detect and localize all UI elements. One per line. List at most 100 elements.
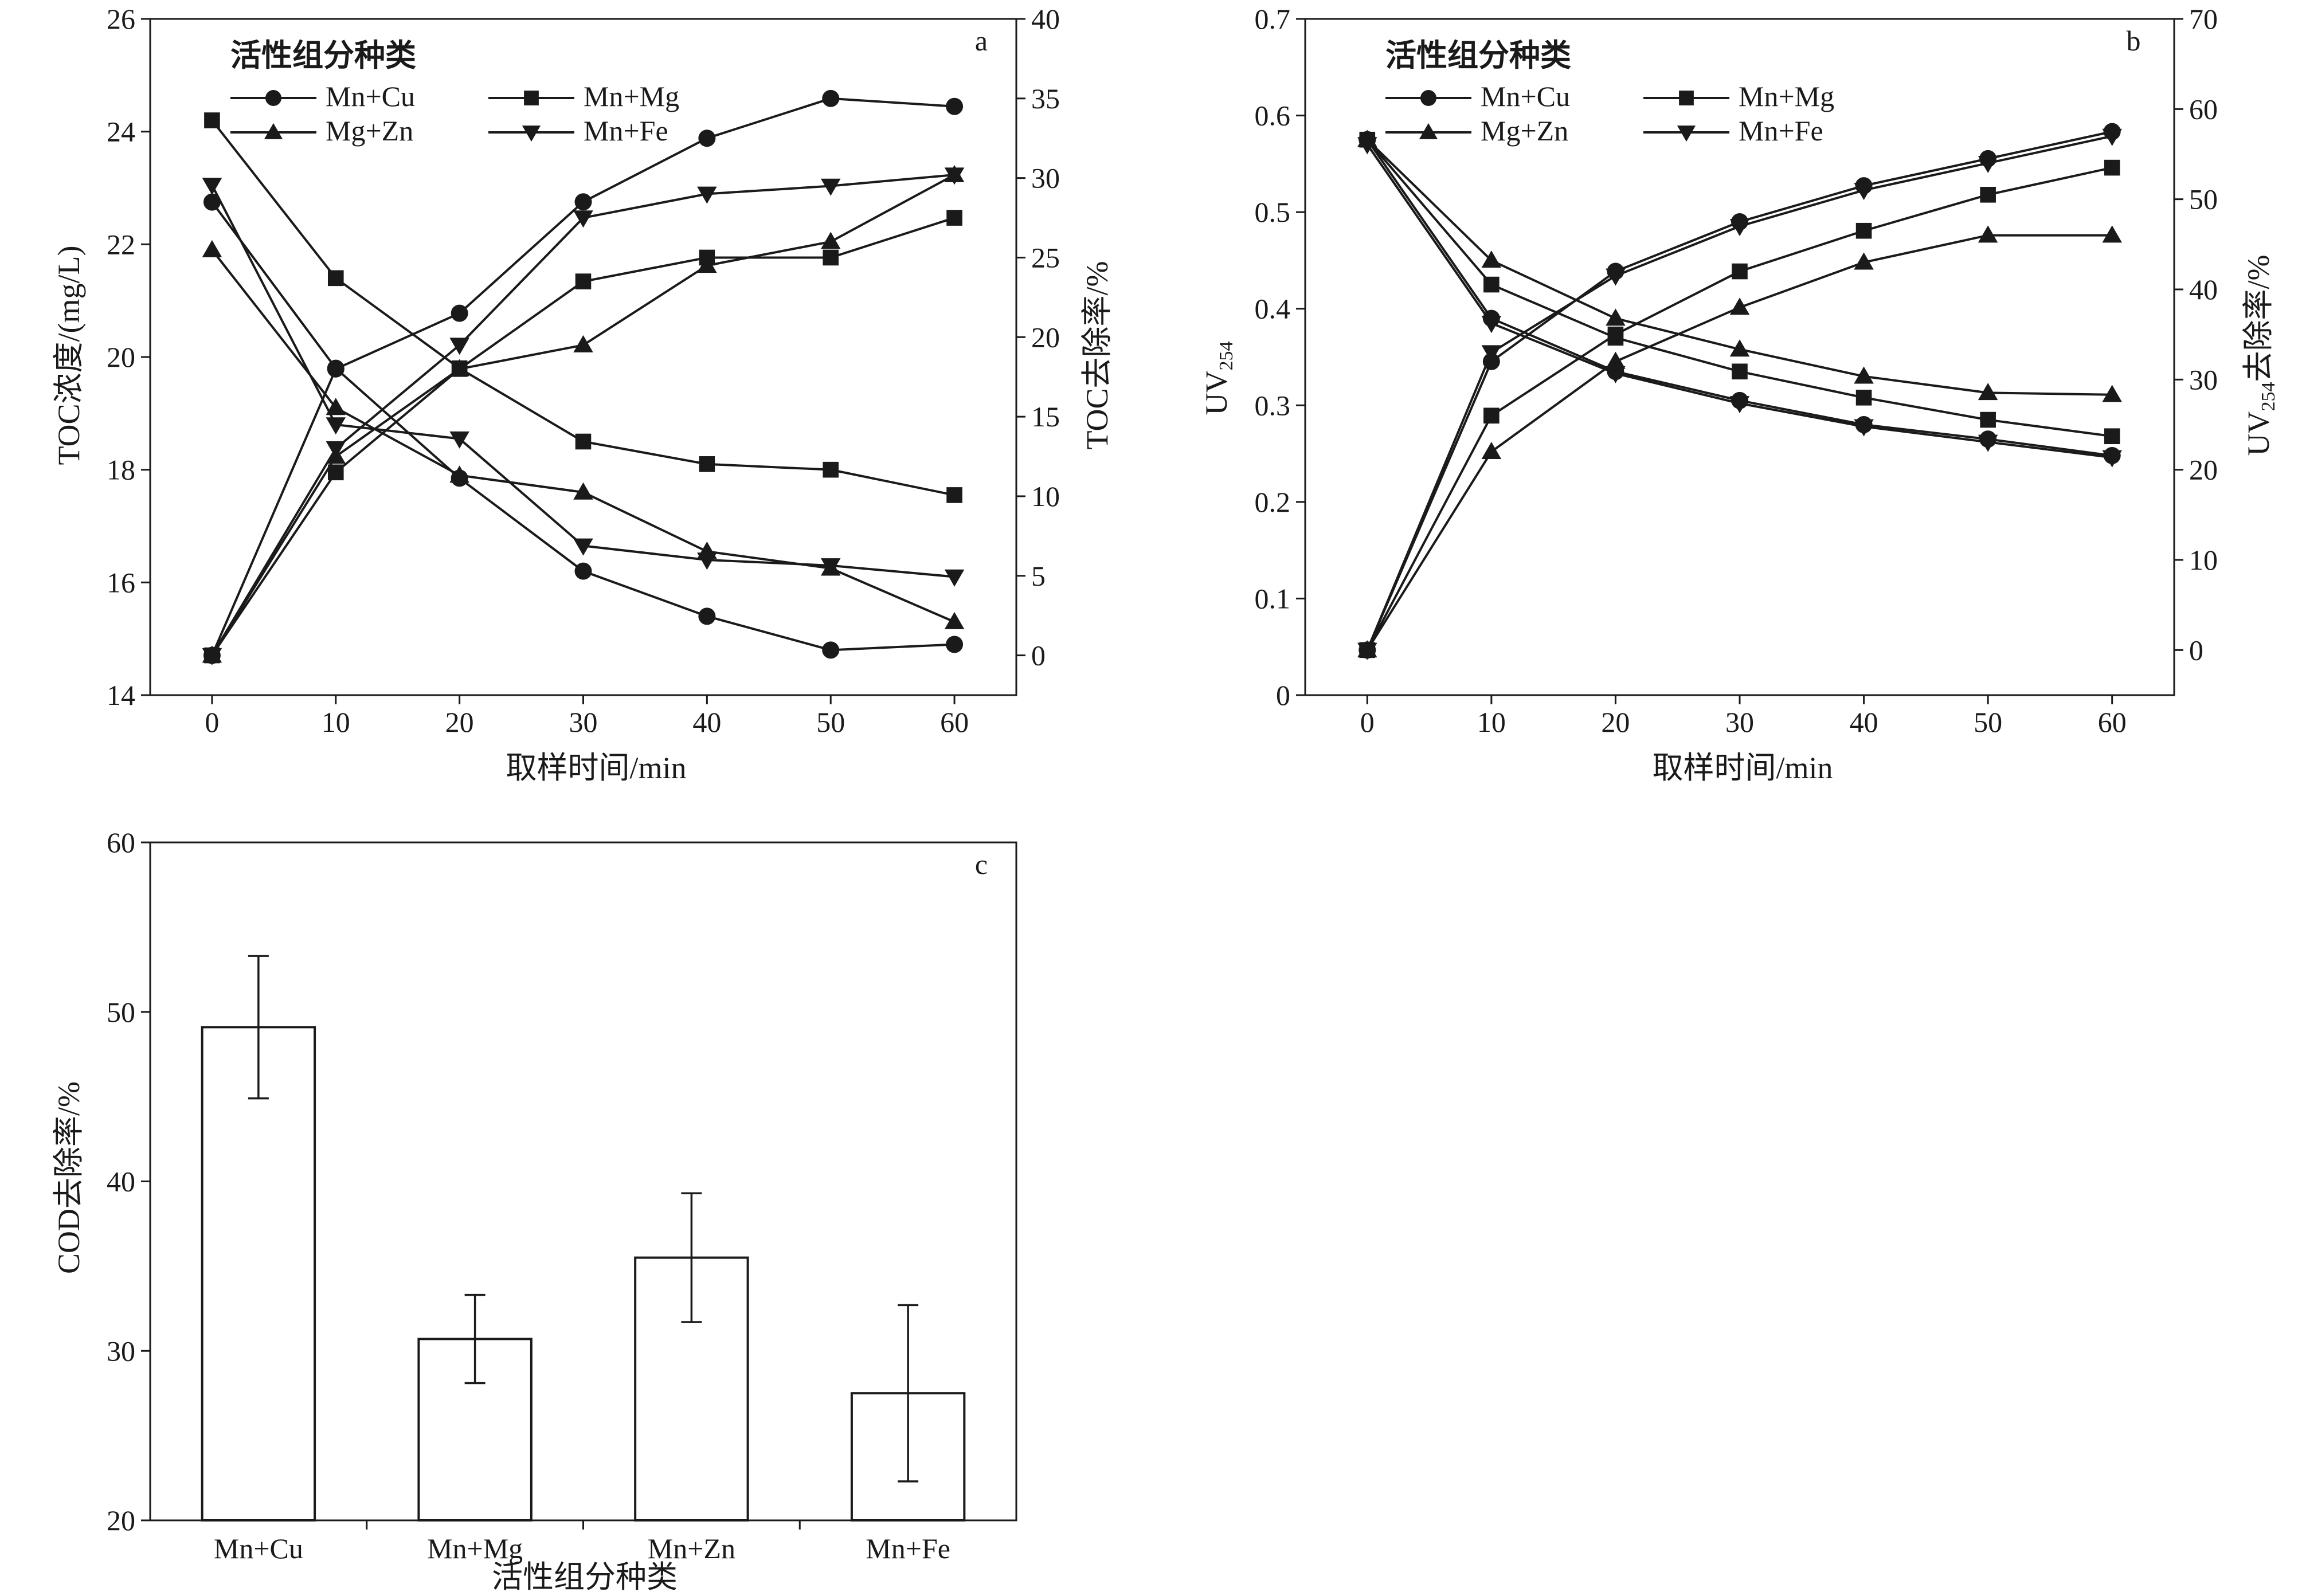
panel-a-y-right-tick-label: 20 [1031, 321, 1060, 353]
panel-a-legend-marker-mn-mg [524, 91, 539, 105]
panel-c-x-tick-label-mn-fe: Mn+Fe [866, 1532, 950, 1564]
panel-a-left-point-mn-fe [573, 538, 593, 556]
panel-b-left-point-mn-fe [2102, 450, 2122, 468]
panel-a-x-tick-label: 20 [445, 706, 474, 738]
panel-c-x-tick-label-mn-mg: Mn+Mg [427, 1532, 523, 1564]
panel-b-left-point-mn-mg [2104, 428, 2120, 445]
panel-c-bars [201, 955, 966, 1522]
panel-a-y-right-title: TOC去除率/% [1080, 261, 1114, 449]
panel-a-left-point-mn-mg [699, 456, 715, 472]
panel-a-left-point-mn-fe [326, 417, 346, 435]
panel-b-y-left-tick-label: 0.5 [1255, 196, 1291, 228]
panel-b-left-point-mn-fe [1357, 137, 1377, 155]
panel-b-legend-label-mg-zn: Mg+Zn [1481, 115, 1568, 147]
panel-a-y-right-tick-label: 40 [1031, 3, 1060, 35]
panel-a-left-point-mn-fe [944, 569, 965, 587]
panel-b-legend-label-mn-fe: Mn+Fe [1739, 115, 1823, 147]
panel-b-removal-point-mn-mg [1980, 187, 1996, 203]
panel-b-ticks: 0 10 20 30 40 50 60 0 0.1 0.2 0.3 0.4 0.5 0.6 0.7 0 10 20… [1255, 3, 2218, 738]
panel-a-y-left-title: TOC浓度/(mg/L) [52, 246, 86, 465]
panel-c-y-tick-label: 20 [107, 1504, 135, 1536]
panel-b-y-left-title-main: UV [1199, 371, 1234, 415]
panel-a-y-left-tick-label: 20 [107, 341, 135, 373]
panel-a-removal-point-mn-fe [573, 210, 593, 228]
panel-a-removal-point-mg-zn [697, 256, 717, 273]
panel-b-removal-point-mn-mg [1855, 222, 1872, 239]
panel-a-y-left-tick-label: 18 [107, 454, 135, 486]
panel-a-removal-point-mn-fe [202, 648, 222, 665]
panel-b-x-tick-label: 0 [1360, 706, 1375, 738]
panel-b-removal-point-mn-mg [2104, 159, 2120, 176]
panel-b-y-left-tick-label: 0.4 [1255, 293, 1291, 325]
panel-c-y-tick-label: 40 [107, 1166, 135, 1198]
panel-a-left-point-mn-fe [697, 552, 717, 570]
panel-a-toc-chart: 0 10 20 30 40 50 60 14 16 18 20 22 24 26 0 5 10 15 20 25 30 3… [52, 3, 1114, 785]
panel-b-removal-point-mn-mg [1607, 326, 1624, 343]
panel-b-y-right-title-sub: 254 [2258, 382, 2279, 411]
panel-a-left-point-mn-cu [203, 193, 221, 211]
panel-b-left-point-mg-zn [1978, 383, 1998, 401]
panel-a-left-point-mn-cu [698, 607, 716, 625]
panel-c-y-tick-label: 50 [107, 996, 135, 1028]
panel-a-removal-point-mn-mg [575, 273, 592, 289]
panel-a-y-right-tick-label: 25 [1031, 241, 1060, 273]
panel-a-left-point-mn-fe [202, 178, 222, 195]
panel-b-legend-label-mn-cu: Mn+Cu [1481, 80, 1570, 112]
panel-a-removal-point-mn-fe [820, 178, 841, 196]
panel-a-x-tick-label: 10 [322, 706, 350, 738]
panel-b-y-left-title-sub: 254 [1216, 342, 1237, 371]
panel-b-x-tick-label: 10 [1477, 706, 1506, 738]
panel-b-removal-point-mg-zn [1978, 225, 1998, 243]
panel-c-y-tick-label: 30 [107, 1335, 135, 1367]
panel-b-removal-point-mg-zn [1854, 252, 1874, 270]
panel-b-left-point-mn-mg [1980, 411, 1996, 428]
panel-a-left-point-mn-cu [574, 562, 592, 580]
panel-b-legend-marker-mg-zn [1419, 123, 1438, 139]
panel-b-y-right-tick-label: 10 [2189, 544, 2218, 576]
panel-a-removal-point-mn-cu [574, 193, 592, 211]
panel-b-y-right-tick-label: 60 [2189, 93, 2218, 125]
panel-b-y-right-tick-label: 40 [2189, 273, 2218, 305]
panel-a-left-point-mn-mg [823, 461, 839, 478]
panel-b-left-point-mn-fe [1481, 316, 1502, 334]
panel-b-label: b [2127, 25, 2141, 57]
panel-a-x-tick-label: 30 [569, 706, 598, 738]
panel-b-y-left-tick-label: 0.6 [1255, 100, 1291, 132]
panel-a-left-point-mg-zn [449, 465, 469, 483]
panel-c-y-title: COD去除率/% [52, 1081, 86, 1274]
panel-b-left-point-mn-fe [1978, 434, 1998, 452]
panel-b-removal-point-mg-zn [1729, 297, 1750, 315]
panel-a-removal-point-mn-cu [822, 89, 840, 107]
panel-c-x-tick-label-mn-cu: Mn+Cu [214, 1532, 303, 1564]
panel-b-y-right-title-tail: 去除率/% [2241, 255, 2276, 382]
panel-a-legend-marker-mg-zn [264, 123, 283, 139]
panel-a-left-point-mg-zn [573, 482, 593, 500]
panel-b-x-tick-label: 60 [2098, 706, 2127, 738]
panel-a-y-left-tick-label: 24 [107, 116, 135, 148]
panel-b-left-point-mn-fe [1606, 366, 1626, 383]
panel-a-legend-label-mn-mg: Mn+Mg [584, 80, 679, 112]
panel-a-removal-point-mg-zn [820, 232, 841, 249]
panel-b-legend-title: 活性组分种类 [1385, 38, 1571, 73]
panel-c-x-tick-label-mn-zn: Mn+Zn [648, 1532, 735, 1564]
panel-a-removal-point-mn-fe [944, 167, 965, 185]
panel-b-left-point-mg-zn [1854, 366, 1874, 384]
panel-b-y-right-tick-label: 20 [2189, 454, 2218, 486]
panel-b-left-point-mg-zn [1606, 308, 1626, 326]
panel-c-bar-mn-cu [201, 1026, 316, 1522]
panel-b-y-left-tick-label: 0 [1276, 679, 1290, 711]
panel-a-y-right-tick-label: 0 [1031, 640, 1046, 672]
panel-b-legend-marker-mn-mg [1679, 91, 1694, 105]
panel-b-removal-point-mn-fe [1854, 183, 1874, 201]
panel-b-y-left-tick-label: 0.3 [1255, 389, 1291, 421]
panel-b-left-point-mg-zn [1481, 250, 1502, 268]
panel-b-series [1357, 123, 2122, 660]
panel-a-removal-point-mg-zn [573, 335, 593, 352]
panel-b-left-point-mg-zn [2102, 385, 2122, 402]
panel-b-uv254-chart: 0 10 20 30 40 50 60 0 0.1 0.2 0.3 0.4 0.5 0.6 0.7 0 10 20… [1199, 3, 2279, 785]
panel-b-x-tick-label: 50 [1974, 706, 2002, 738]
panel-a-legend-label-mg-zn: Mg+Zn [326, 115, 413, 147]
panel-a-legend-label-mn-cu: Mn+Cu [326, 80, 415, 112]
